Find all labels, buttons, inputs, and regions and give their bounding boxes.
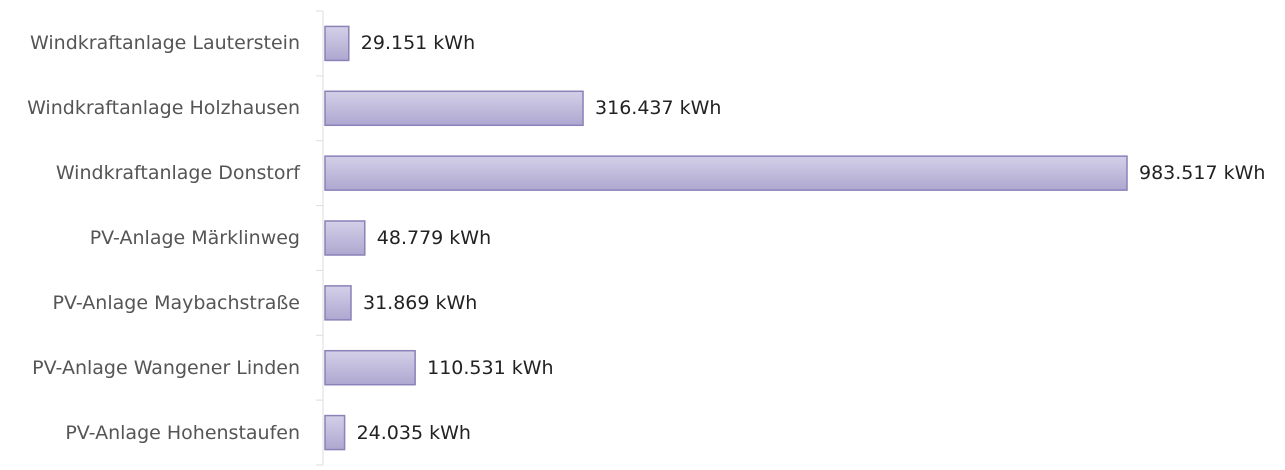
value-label: 29.151 kWh	[360, 32, 476, 55]
value-label: 983.517 kWh	[1139, 162, 1266, 185]
bar	[324, 155, 1128, 191]
category-label: Windkraftanlage Donstorf	[55, 162, 300, 185]
bar	[324, 220, 366, 256]
category-label: PV-Anlage Maybachstraße	[52, 291, 300, 314]
category-label: PV-Anlage Märklinweg	[89, 227, 300, 249]
bar	[324, 25, 350, 62]
value-label: 48.779 kWh	[376, 227, 492, 249]
bar	[324, 349, 416, 386]
bar	[324, 90, 584, 127]
category-label: Windkraftanlage Lauterstein	[30, 32, 300, 55]
category-label: PV-Anlage Hohenstaufen	[65, 421, 300, 444]
category-label: PV-Anlage Wangener Linden	[32, 356, 300, 379]
value-label: 24.035 kWh	[356, 421, 471, 444]
value-label: 110.531 kWh	[427, 356, 554, 379]
category-label: Windkraftanlage Holzhausen	[27, 97, 300, 120]
bar	[324, 414, 346, 451]
bar	[324, 285, 352, 321]
value-label: 31.869 kWh	[362, 291, 478, 314]
value-label: 316.437 kWh	[595, 97, 722, 120]
